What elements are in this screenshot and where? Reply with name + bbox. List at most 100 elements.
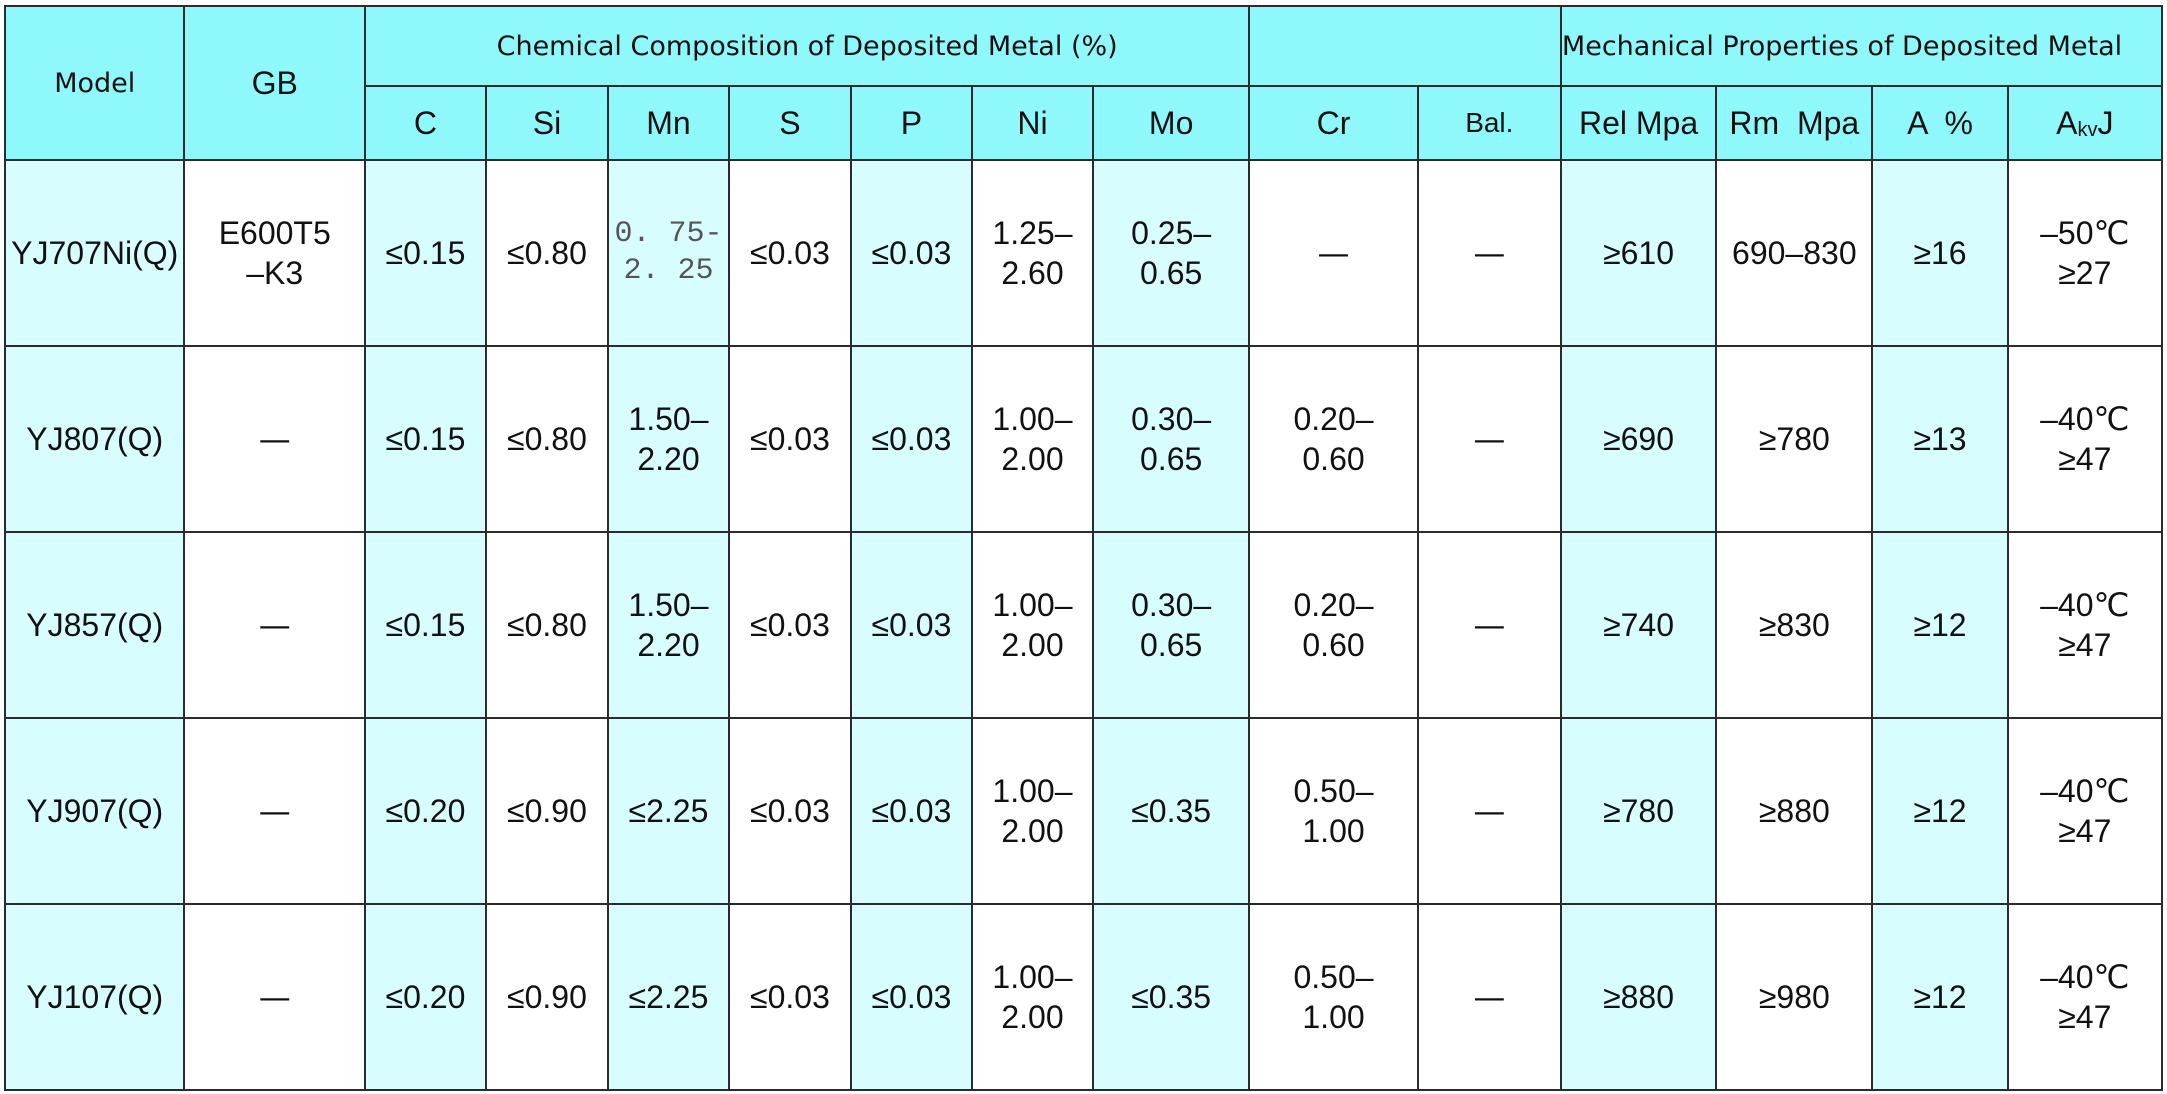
cell-cr: 0.50– 1.00 [1248, 717, 1419, 905]
cell-cr: — [1248, 159, 1419, 347]
cell-akv: –40℃ ≥47 [2006, 903, 2164, 1091]
cell-rel: ≥610 [1559, 159, 1718, 347]
cell-cr: 0.20– 0.60 [1248, 345, 1419, 533]
cell-si: ≤0.80 [484, 159, 609, 347]
cell-rel: ≥780 [1559, 717, 1718, 905]
table-row: YJ807(Q) — ≤0.15 ≤0.80 1.50– 2.20 ≤0.03 … [3, 345, 2164, 533]
header-mo: Mo [1091, 85, 1251, 161]
cell-model: YJ107(Q) [3, 903, 186, 1091]
cell-model: YJ807(Q) [3, 345, 186, 533]
cell-ni: 1.00– 2.00 [970, 903, 1094, 1091]
cell-s: ≤0.03 [727, 903, 852, 1091]
header-akv-a: A [2056, 104, 2078, 141]
cell-mn: 1.50– 2.20 [606, 531, 730, 719]
table-row: YJ857(Q) — ≤0.15 ≤0.80 1.50– 2.20 ≤0.03 … [3, 531, 2164, 719]
cell-gb: — [183, 717, 366, 905]
cell-model: YJ707Ni(Q) [3, 159, 186, 347]
cell-s: ≤0.03 [727, 717, 852, 905]
cell-ni: 1.00– 2.00 [970, 345, 1094, 533]
cell-cr: 0.50– 1.00 [1248, 903, 1419, 1091]
header-akv: AkvJ [2006, 85, 2164, 161]
cell-gb: — [183, 903, 366, 1091]
header-blank-group [1248, 5, 1562, 87]
header-row-2: C Si Mn S P Ni Mo Cr Bal. Rel Mpa Rm Mpa… [5, 85, 2164, 161]
cell-cr: 0.20– 0.60 [1248, 531, 1419, 719]
cell-rm: ≥980 [1715, 903, 1874, 1091]
cell-mn: ≤2.25 [606, 717, 730, 905]
header-akv-j: J [2097, 104, 2114, 141]
cell-mo: ≤0.35 [1091, 717, 1251, 905]
cell-ni: 1.25– 2.60 [970, 159, 1094, 347]
cell-c: ≤0.20 [363, 903, 487, 1091]
header-rm: Rm Mpa [1715, 85, 1874, 161]
table-row: YJ107(Q) — ≤0.20 ≤0.90 ≤2.25 ≤0.03 ≤0.03… [3, 903, 2164, 1091]
composition-properties-table: Model GB Chemical Composition of Deposit… [3, 5, 2164, 1091]
header-akv-sub: kv [2077, 118, 2098, 141]
cell-ni: 1.00– 2.00 [970, 717, 1094, 905]
cell-c: ≤0.15 [363, 159, 487, 347]
cell-bal: — [1416, 345, 1562, 533]
table-row: YJ707Ni(Q) E600T5 –K3 ≤0.15 ≤0.80 0. 75-… [3, 159, 2164, 347]
cell-p: ≤0.03 [849, 531, 973, 719]
cell-rel: ≥880 [1559, 903, 1718, 1091]
cell-rm: ≥880 [1715, 717, 1874, 905]
cell-gb: — [183, 345, 366, 533]
cell-bal: — [1416, 903, 1562, 1091]
cell-ni: 1.00– 2.00 [970, 531, 1094, 719]
cell-si: ≤0.90 [484, 717, 609, 905]
header-gb: GB [183, 5, 366, 161]
cell-p: ≤0.03 [849, 159, 973, 347]
cell-akv: –40℃ ≥47 [2006, 717, 2164, 905]
cell-rm: ≥830 [1715, 531, 1874, 719]
cell-a: ≥13 [1871, 345, 2009, 533]
cell-s: ≤0.03 [727, 531, 852, 719]
header-ni: Ni [970, 85, 1094, 161]
header-a-percent: A % [1871, 85, 2009, 161]
cell-mn: 1.50– 2.20 [606, 345, 730, 533]
cell-akv: –40℃ ≥47 [2006, 531, 2164, 719]
header-mechanical-properties: Mechanical Properties of Deposited Metal [1559, 5, 2164, 87]
cell-p: ≤0.03 [849, 345, 973, 533]
cell-mo: 0.30– 0.65 [1091, 345, 1251, 533]
header-row-1: Model GB Chemical Composition of Deposit… [3, 5, 2164, 161]
cell-a: ≥16 [1871, 159, 2009, 347]
cell-rm: ≥780 [1715, 345, 1874, 533]
cell-a: ≥12 [1871, 903, 2009, 1091]
header-c: C [363, 85, 487, 161]
table-row: YJ907(Q) — ≤0.20 ≤0.90 ≤2.25 ≤0.03 ≤0.03… [3, 717, 2164, 905]
header-mn: Mn [606, 85, 730, 161]
header-bal: Bal. [1416, 85, 1562, 161]
cell-rm: 690–830 [1715, 159, 1874, 347]
cell-p: ≤0.03 [849, 717, 973, 905]
header-model: Model [3, 5, 186, 161]
header-chemical-composition: Chemical Composition of Deposited Metal … [363, 5, 1251, 87]
cell-si: ≤0.80 [484, 531, 609, 719]
header-cr: Cr [1248, 85, 1419, 161]
header-p: P [849, 85, 973, 161]
cell-mn: 0. 75- 2. 25 [606, 159, 730, 347]
cell-a: ≥12 [1871, 717, 2009, 905]
cell-mn: ≤2.25 [606, 903, 730, 1091]
cell-gb: — [183, 531, 366, 719]
header-rel: Rel Mpa [1559, 85, 1718, 161]
cell-s: ≤0.03 [727, 345, 852, 533]
cell-akv: –50℃ ≥27 [2006, 159, 2164, 347]
cell-bal: — [1416, 531, 1562, 719]
cell-mo: 0.25– 0.65 [1091, 159, 1251, 347]
cell-rel: ≥740 [1559, 531, 1718, 719]
header-s: S [727, 85, 852, 161]
cell-akv: –40℃ ≥47 [2006, 345, 2164, 533]
cell-a: ≥12 [1871, 531, 2009, 719]
cell-gb: E600T5 –K3 [183, 159, 366, 347]
cell-si: ≤0.80 [484, 345, 609, 533]
cell-c: ≤0.15 [363, 345, 487, 533]
cell-bal: — [1416, 717, 1562, 905]
cell-model: YJ907(Q) [3, 717, 186, 905]
cell-c: ≤0.15 [363, 531, 487, 719]
cell-c: ≤0.20 [363, 717, 487, 905]
cell-rel: ≥690 [1559, 345, 1718, 533]
cell-model: YJ857(Q) [3, 531, 186, 719]
cell-si: ≤0.90 [484, 903, 609, 1091]
cell-p: ≤0.03 [849, 903, 973, 1091]
